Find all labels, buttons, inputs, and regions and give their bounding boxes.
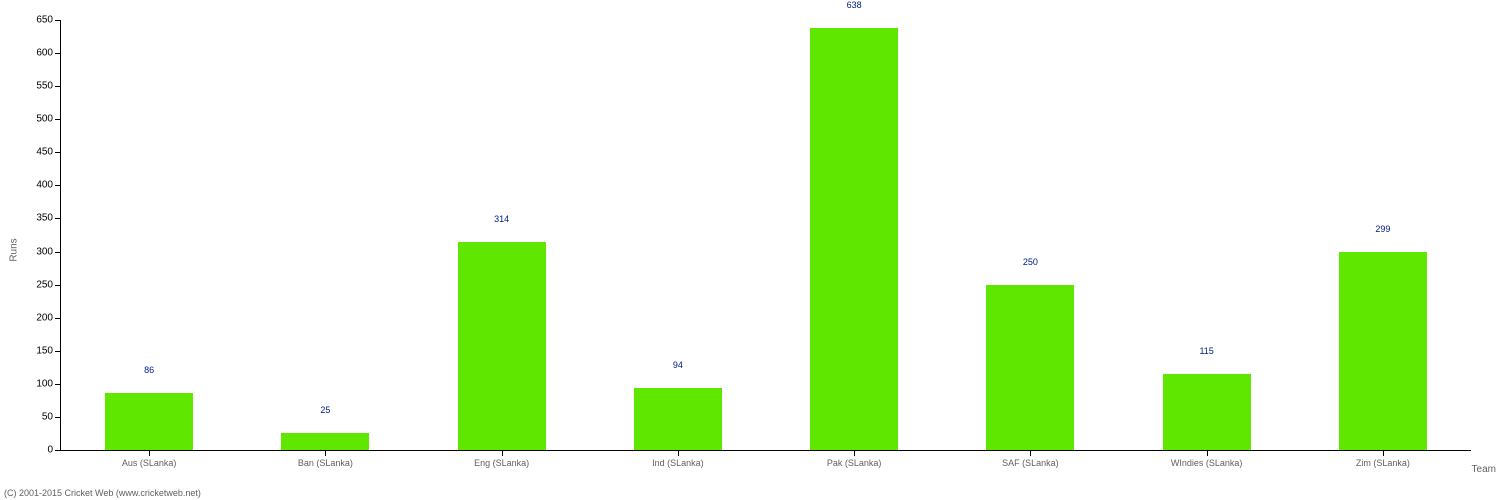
plot-area: 0501001502002503003504004505005506006508… <box>60 20 1471 451</box>
y-tick-label: 50 <box>42 411 61 422</box>
y-tick-label: 350 <box>36 213 61 224</box>
bar-value-label: 86 <box>144 365 154 379</box>
bar <box>634 388 722 450</box>
bar-value-label: 314 <box>494 214 509 228</box>
x-tick-label: Eng (SLanka) <box>474 450 529 468</box>
y-tick-label: 500 <box>36 114 61 125</box>
bar-value-label: 94 <box>673 360 683 374</box>
bar <box>986 285 1074 450</box>
copyright-text: (C) 2001-2015 Cricket Web (www.cricketwe… <box>4 488 201 498</box>
y-tick-label: 600 <box>36 48 61 59</box>
y-tick-label: 0 <box>47 445 61 456</box>
x-tick-label: Ind (SLanka) <box>652 450 704 468</box>
y-tick-label: 100 <box>36 378 61 389</box>
y-tick-label: 150 <box>36 345 61 356</box>
bar-value-label: 638 <box>847 0 862 14</box>
y-tick-label: 300 <box>36 246 61 257</box>
bar <box>1163 374 1251 450</box>
chart-container: Runs 05010015020025030035040045050055060… <box>0 0 1500 500</box>
x-tick-label: Pak (SLanka) <box>827 450 882 468</box>
bar-value-label: 25 <box>320 405 330 419</box>
y-tick-label: 650 <box>36 15 61 26</box>
bar <box>281 433 369 450</box>
bar-value-label: 250 <box>1023 257 1038 271</box>
bar <box>458 242 546 450</box>
x-tick-label: SAF (SLanka) <box>1002 450 1059 468</box>
y-axis-title: Runs <box>9 238 20 261</box>
x-tick-label: WIndies (SLanka) <box>1171 450 1243 468</box>
y-tick-label: 200 <box>36 312 61 323</box>
x-tick-label: Aus (SLanka) <box>122 450 177 468</box>
bar <box>105 393 193 450</box>
x-axis-title: Team <box>1472 464 1496 475</box>
y-tick-label: 450 <box>36 147 61 158</box>
bar-value-label: 299 <box>1375 224 1390 238</box>
bar-value-label: 115 <box>1199 346 1213 360</box>
x-tick-label: Zim (SLanka) <box>1356 450 1410 468</box>
y-tick-label: 550 <box>36 81 61 92</box>
x-tick-label: Ban (SLanka) <box>298 450 353 468</box>
bar <box>1339 252 1427 450</box>
y-tick-label: 250 <box>36 279 61 290</box>
y-tick-label: 400 <box>36 180 61 191</box>
bar <box>810 28 898 450</box>
